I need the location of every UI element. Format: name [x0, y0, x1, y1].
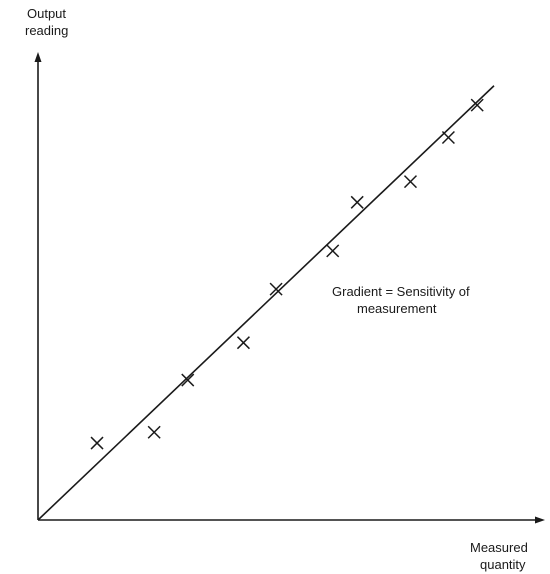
x-axis-label-line-1: Measured	[470, 540, 528, 555]
data-point-6	[326, 244, 340, 258]
x-axis-label-line-2: quantity	[480, 557, 526, 572]
data-point-2	[147, 425, 161, 439]
fit-line	[37, 85, 495, 521]
data-point-4	[236, 336, 250, 350]
data-point-9	[441, 130, 455, 145]
gradient-annotation-line-2: measurement	[357, 301, 437, 316]
x-axis-arrowhead	[535, 516, 545, 524]
data-point-3	[181, 373, 195, 387]
data-markers	[90, 98, 484, 450]
data-point-8	[403, 175, 418, 189]
data-point-10	[470, 98, 484, 112]
y-axis-label-line-1: Output	[27, 6, 66, 21]
data-point-5	[269, 282, 283, 296]
y-axis-label-line-2: reading	[25, 23, 68, 38]
data-point-7	[350, 195, 364, 209]
gradient-annotation-line-1: Gradient = Sensitivity of	[332, 284, 470, 299]
y-axis-arrowhead	[34, 52, 42, 62]
data-point-1	[90, 436, 104, 450]
